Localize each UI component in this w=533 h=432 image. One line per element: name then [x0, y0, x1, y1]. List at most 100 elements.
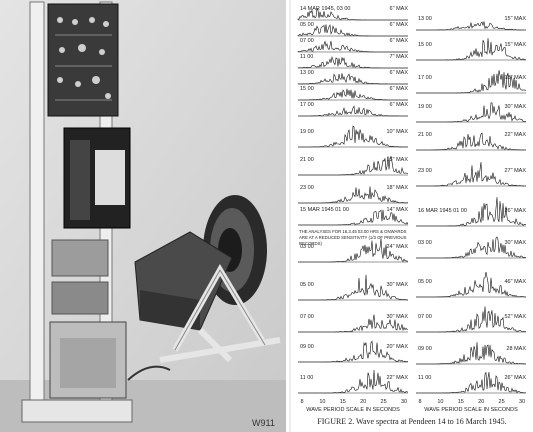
panel-time: 07 00 [300, 314, 314, 320]
sensitivity-note: ARE AT A REDUCED SENSITIVITY (1/3 OF PRE… [299, 235, 407, 240]
axis-tick-label: 15 [458, 399, 464, 405]
panel-max: 26" MAX [504, 208, 526, 214]
spectrum-trace [298, 209, 409, 226]
spectrum-trace [416, 70, 527, 94]
spectrum-trace [298, 88, 408, 101]
axis-tick-label: 25 [499, 399, 505, 405]
axis-tick-label: 8 [418, 399, 421, 405]
spectrum-trace [298, 238, 409, 263]
panel-max: 26" MAX [504, 375, 526, 381]
panel-time: 09 00 [418, 346, 432, 352]
spectrum-trace [298, 125, 408, 148]
panel-time: 11 00 [300, 54, 313, 60]
panel-max: 30" MAX [504, 104, 526, 110]
panel-time: 11 00 [300, 375, 313, 381]
panel-max: 30" MAX [504, 240, 526, 246]
panel-max: 6" MAX [390, 102, 409, 108]
spectrum-trace [298, 340, 408, 363]
spectrum-trace [416, 102, 526, 123]
spectrum-trace [298, 155, 409, 176]
panel-max: 27" MAX [504, 168, 526, 174]
panel-max: 10" MAX [386, 129, 408, 135]
panel-max: 6" MAX [390, 70, 409, 76]
panel-time: 11 00 [418, 375, 431, 381]
panel-time: 07 00 [418, 314, 432, 320]
panel-time: 05 00 [300, 282, 314, 288]
panel-max: 30" MAX [386, 282, 408, 288]
panel-max: 46" MAX [504, 279, 526, 285]
spectrum-trace [298, 314, 408, 333]
panel-time: 15 00 [300, 86, 314, 92]
spectrum-trace [298, 369, 409, 394]
figure-caption: FIGURE 2. Wave spectra at Pendeen 14 to … [317, 417, 506, 426]
panel-max: 28 MAX [506, 346, 526, 352]
axis-tick-label: 20 [478, 399, 484, 405]
panel-time: 17 00 [300, 102, 314, 108]
spectrum-trace [297, 24, 408, 37]
panel-time: 15 MAR 1945 01 00 [300, 207, 349, 213]
wave-spectra-figure: 14 MAR 1945, 03 00 6" MAX 05 00 6" MAX 07 00… [297, 6, 527, 413]
spectrum-trace [416, 161, 527, 187]
sensitivity-note: RECORDS) [299, 241, 322, 246]
spectrum-trace [297, 56, 408, 69]
axis-label: WAVE PERIOD SCALE IN SECONDS [424, 407, 518, 413]
panel-time: 16 MAR 1945 01 00 [418, 208, 467, 214]
spectrum-trace [416, 38, 527, 61]
axis-tick-label: 25 [381, 399, 387, 405]
panel-max: 6" MAX [390, 86, 409, 92]
spectrum-trace [416, 371, 526, 394]
panel-time: 13 00 [300, 70, 314, 76]
panel-max: 22" MAX [504, 132, 526, 138]
panel-time: 03 00 [300, 244, 314, 250]
axis-tick-label: 30 [519, 399, 525, 405]
panel-time: 09 00 [300, 344, 314, 350]
spectrum-trace [416, 236, 527, 259]
panel-time: 21 00 [300, 157, 314, 163]
panel-time: 17 00 [418, 75, 432, 81]
axis-tick-label: 15 [340, 399, 346, 405]
axis-tick-label: 30 [401, 399, 407, 405]
spectrum-trace [416, 272, 527, 298]
spectrum-trace [297, 40, 408, 53]
spectrum-trace [298, 274, 408, 301]
panel-time: 13 00 [418, 16, 432, 22]
spectrum-trace [416, 306, 527, 333]
axis-tick-label: 10 [319, 399, 325, 405]
spectrum-trace [416, 342, 527, 365]
panel-max: 15" MAX [504, 42, 526, 48]
panel-time: 07 00 [300, 38, 314, 44]
panel-max: 24" MAX [386, 244, 408, 250]
panel-max: 22" MAX [386, 375, 408, 381]
panel-time: 03 00 [418, 240, 432, 246]
axis-tick-label: 10 [437, 399, 443, 405]
panel-max: 7" MAX [390, 54, 409, 60]
panel-max: 14" MAX [386, 207, 408, 213]
panel-time: 14 MAR 1945, 03 00 [300, 6, 350, 12]
panel-time: 23 00 [300, 185, 314, 191]
spectrum-trace [297, 7, 408, 21]
photo-label: W911 [252, 418, 275, 428]
axis-label: WAVE PERIOD SCALE IN SECONDS [306, 407, 400, 413]
panel-max: 6" MAX [390, 22, 409, 28]
panel-time: 23 00 [418, 168, 432, 174]
axis-tick-label: 20 [360, 399, 366, 405]
spectrum-trace [298, 105, 408, 117]
panel-time: 05 00 [418, 279, 432, 285]
panel-max: 18" MAX [504, 75, 526, 81]
panel-max: 18" MAX [386, 185, 408, 191]
sensitivity-note: THE ANALYSES FOR 16.3.45 03.00 HRS & ONW… [299, 229, 407, 234]
panel-time: 19 00 [418, 104, 432, 110]
panel-time: 21 00 [418, 132, 432, 138]
axis-tick-label: 8 [300, 399, 303, 405]
panel-max: 30" MAX [386, 314, 408, 320]
spectrum-trace [416, 21, 526, 31]
panel-time: 15 00 [418, 42, 432, 48]
panel-max: 52" MAX [504, 314, 526, 320]
panel-max: 15" MAX [386, 157, 408, 163]
spectrum-trace [297, 73, 408, 85]
photograph: W911 [0, 0, 286, 432]
panel-max: 6" MAX [390, 6, 409, 12]
panel-max: 6" MAX [390, 38, 409, 44]
